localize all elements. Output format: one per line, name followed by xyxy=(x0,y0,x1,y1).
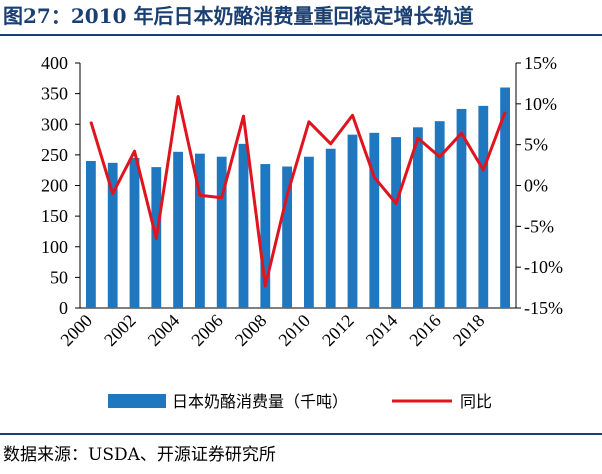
x-tick-label: 2002 xyxy=(100,310,140,350)
left-tick-label: 0 xyxy=(59,298,68,318)
bar xyxy=(347,134,358,308)
left-tick-label: 350 xyxy=(41,84,68,104)
line-point xyxy=(373,176,375,178)
line-point xyxy=(199,194,201,196)
x-tick-label: 2014 xyxy=(362,310,402,350)
legend-swatch-bar xyxy=(108,394,166,408)
right-tick-label: -15% xyxy=(524,298,563,318)
line-point xyxy=(504,111,506,113)
left-tick-label: 250 xyxy=(41,145,68,165)
bar xyxy=(369,132,380,308)
source-divider xyxy=(0,433,602,435)
line-point xyxy=(134,150,135,152)
left-tick-label: 200 xyxy=(41,176,68,196)
legend-label-line: 同比 xyxy=(460,393,492,411)
legend: 日本奶酪消费量（千吨） 同比 xyxy=(108,393,492,411)
x-tick-label: 2010 xyxy=(274,310,314,350)
left-tick-label: 50 xyxy=(50,267,68,287)
line-point xyxy=(286,194,288,196)
x-tick-label: 2006 xyxy=(187,310,227,350)
left-tick-label: 150 xyxy=(41,206,68,226)
line-point xyxy=(482,169,484,171)
bar xyxy=(391,137,402,308)
line-point xyxy=(155,238,157,240)
bar xyxy=(500,87,511,308)
bar xyxy=(107,162,118,308)
x-tick-label: 2018 xyxy=(449,310,489,350)
line-series xyxy=(89,95,507,288)
bar xyxy=(325,148,336,308)
right-tick-label: 10% xyxy=(524,94,557,114)
bar xyxy=(194,153,205,308)
bar xyxy=(434,121,445,308)
left-tick-label: 100 xyxy=(41,237,68,257)
line-point xyxy=(243,115,244,117)
line-point xyxy=(395,202,397,204)
legend-label-bar: 日本奶酪消费量（千吨） xyxy=(172,393,348,411)
title-divider xyxy=(0,34,602,36)
line-point xyxy=(112,193,114,195)
left-tick-label: 400 xyxy=(41,53,68,73)
bar xyxy=(129,157,140,308)
figure-title: 图27：2010 年后日本奶酪消费量重回稳定增长轨道 xyxy=(3,4,474,28)
x-tick-label: 2012 xyxy=(318,310,358,350)
line-point xyxy=(308,121,310,123)
x-tick-label: 2008 xyxy=(231,310,271,350)
bar xyxy=(456,108,467,308)
line-point xyxy=(439,156,441,158)
right-tick-label: -10% xyxy=(524,257,563,277)
right-tick-label: 5% xyxy=(524,135,548,155)
x-tick-label: 2016 xyxy=(405,310,445,350)
line-point xyxy=(461,132,462,134)
bar xyxy=(216,156,227,308)
bar xyxy=(173,151,184,308)
line-point xyxy=(330,143,332,145)
bar xyxy=(303,156,314,308)
x-tick-label: 2004 xyxy=(144,310,184,350)
bar xyxy=(238,143,249,308)
bar xyxy=(412,127,423,308)
right-tick-label: 0% xyxy=(524,176,548,196)
source-note: 数据来源：USDA、开源证券研究所 xyxy=(3,445,276,465)
right-tick-label: -5% xyxy=(524,216,554,236)
bar-series xyxy=(85,87,511,308)
line-point xyxy=(417,137,419,139)
bar xyxy=(260,164,271,308)
left-tick-label: 300 xyxy=(41,114,68,134)
bar xyxy=(85,161,96,308)
line-point xyxy=(90,121,92,123)
line-point xyxy=(177,95,179,97)
chart: 0 50 100 150 200 250 300 350 400 -15% -10% -5% 0% 5% 1… xyxy=(41,53,563,411)
line-point xyxy=(264,285,266,287)
bar xyxy=(282,166,293,308)
line-point xyxy=(352,114,353,116)
yoy-line xyxy=(89,95,507,288)
right-tick-label: 15% xyxy=(524,53,557,73)
bar xyxy=(478,105,489,308)
line-point xyxy=(221,197,223,199)
